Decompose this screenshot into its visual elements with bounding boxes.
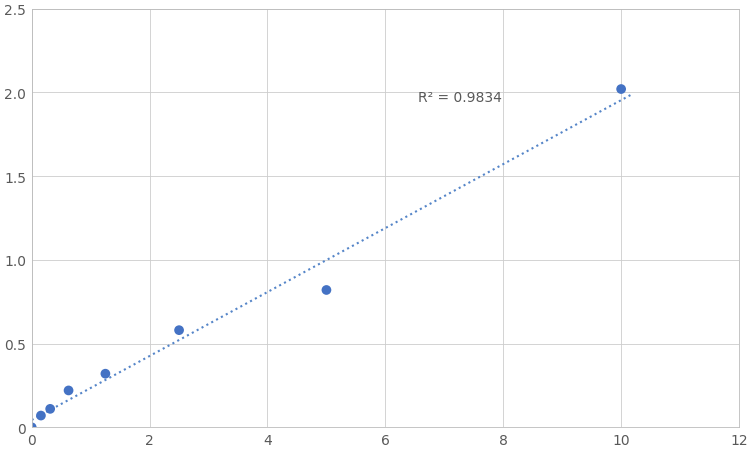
Point bbox=[26, 424, 38, 431]
Point bbox=[99, 370, 111, 377]
Point bbox=[320, 287, 332, 294]
Point bbox=[173, 327, 185, 334]
Point bbox=[44, 405, 56, 413]
Point bbox=[35, 412, 47, 419]
Point bbox=[62, 387, 74, 394]
Point bbox=[615, 86, 627, 93]
Text: R² = 0.9834: R² = 0.9834 bbox=[418, 91, 502, 105]
